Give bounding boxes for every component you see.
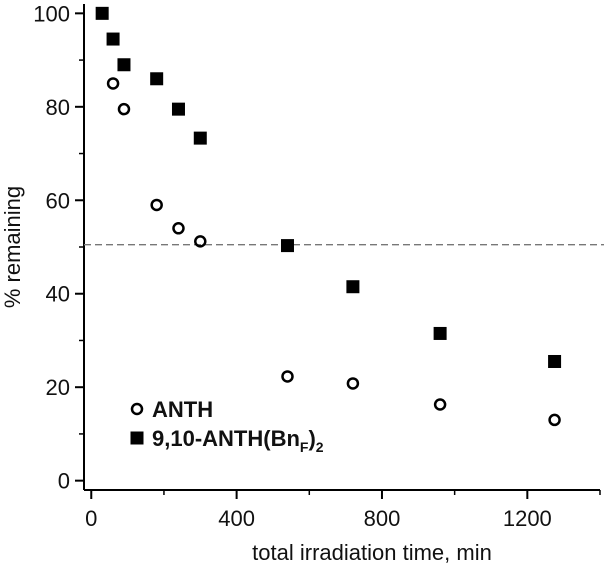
legend: ANTH 9,10-ANTH(BnF)2	[130, 397, 324, 455]
point-anth-0	[106, 77, 120, 90]
point-anth-6	[346, 377, 360, 390]
x-tick-label-400: 400	[218, 506, 255, 531]
y-axis-title: % remaining	[0, 186, 25, 308]
point-anth-bnf2-9	[548, 354, 562, 368]
point-anth-bnf2-3	[150, 72, 164, 86]
x-tick-label-1200: 1200	[503, 506, 552, 531]
y-tick-label-80: 80	[46, 95, 70, 120]
x-tick-label-0: 0	[85, 506, 97, 531]
point-anth-4	[194, 235, 207, 248]
legend-label-anth: ANTH	[152, 397, 213, 422]
x-axis-title: total irradiation time, min	[252, 540, 492, 565]
point-anth-bnf2-8	[433, 326, 447, 340]
point-anth-bnf2-0	[95, 6, 109, 20]
y-tick-label-60: 60	[46, 188, 70, 213]
point-anth-bnf2-1	[106, 32, 120, 46]
y-tick-label-0: 0	[58, 469, 70, 494]
point-anth-bnf2-4	[171, 102, 185, 116]
legend-label-anth-bnf2-main: 9,10-ANTH(Bn	[152, 426, 300, 451]
point-anth-7	[433, 398, 447, 411]
point-anth-bnf2-5	[193, 131, 207, 145]
point-anth-2	[150, 198, 163, 212]
y-tick-label-20: 20	[46, 375, 70, 400]
legend-marker-anth-bnf2	[130, 431, 144, 445]
x-tick-label-800: 800	[364, 506, 401, 531]
data-marks-group	[95, 6, 562, 427]
point-anth-3	[172, 222, 185, 235]
point-anth-1	[117, 102, 131, 116]
axes-group: 0 20 40 60 80 100 0 400 800 1200	[33, 1, 601, 531]
legend-subscript-f: F	[300, 439, 309, 455]
y-tick-label-100: 100	[33, 1, 70, 26]
legend-close-paren: )	[308, 426, 315, 451]
y-tick-label-40: 40	[46, 282, 70, 307]
point-anth-8	[548, 413, 561, 427]
point-anth-bnf2-2	[117, 58, 131, 72]
point-anth-bnf2-6	[280, 239, 294, 253]
legend-label-anth-bnf2: 9,10-ANTH(BnF)2	[152, 426, 324, 455]
legend-subscript-2: 2	[316, 439, 324, 455]
legend-marker-anth	[130, 402, 144, 416]
point-anth-5	[281, 370, 294, 383]
point-anth-bnf2-7	[346, 280, 360, 294]
